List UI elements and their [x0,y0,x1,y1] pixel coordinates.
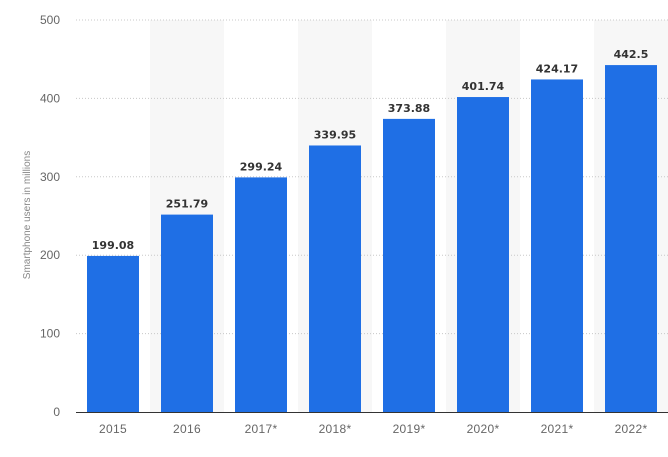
x-tick-label: 2016 [173,422,201,436]
y-axis: 0 100 200 300 400 500 [40,13,60,419]
data-label: 339.95 [314,128,356,141]
y-axis-title: Smartphone users in millions [22,151,33,279]
y-tick-label: 200 [40,248,60,262]
data-label: 442.5 [614,48,649,61]
x-tick-label: 2022* [615,422,648,436]
y-tick-label: 400 [40,91,60,105]
bars [87,65,657,413]
data-label: 401.74 [462,80,505,93]
bar [383,118,435,412]
data-label: 299.24 [240,160,283,173]
bar [457,97,509,413]
y-tick-label: 500 [40,13,60,27]
x-tick-label: 2018* [319,422,352,436]
data-labels: 199.08 251.79 299.24 339.95 373.88 401.74 424.… [92,48,649,252]
bar [87,255,139,412]
data-label: 199.08 [92,239,134,252]
x-tick-label: 2021* [541,422,574,436]
x-tick-label: 2019* [393,422,426,436]
bar [235,177,287,412]
data-label: 251.79 [166,198,208,211]
bar [531,79,583,413]
bar [161,214,213,412]
x-tick-label: 2017* [245,422,278,436]
x-axis: 2015 2016 2017* 2018* 2019* 2020* 2021* 2022* [76,412,668,436]
data-label: 373.88 [388,102,430,115]
x-tick-label: 2020* [467,422,500,436]
data-label: 424.17 [536,62,578,75]
y-tick-label: 100 [40,327,60,341]
y-tick-label: 0 [53,405,60,419]
bar [309,145,361,413]
y-tick-label: 300 [40,170,60,184]
bar [605,65,657,412]
x-tick-label: 2015 [99,422,127,436]
